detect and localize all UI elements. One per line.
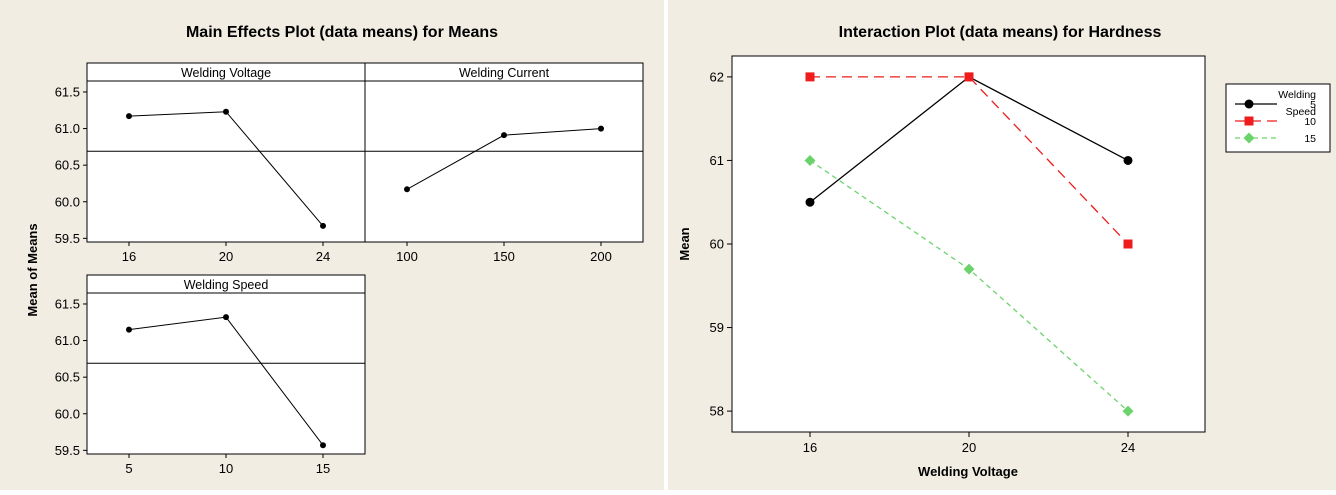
x-tick-label: 20 [219,249,233,264]
interaction-xlabel: Welding Voltage [918,464,1018,479]
series-line-10 [810,76,1129,245]
main-effects-panels: Welding Voltage 59.5 60.0 60.5 61.0 61.5 16 20 2… [55,62,644,476]
y-tick-label: 61.5 [55,296,80,311]
interaction-ylabel: Mean [677,227,692,260]
series-point-10 [964,72,974,82]
x-tick-label: 10 [219,461,233,476]
panel-title: Welding Speed [184,278,269,292]
y-tick-label: 59.5 [55,443,80,458]
y-tick-label: 60.5 [55,158,80,173]
x-tick-label: 15 [316,461,330,476]
y-tick-label: 60.5 [55,370,80,385]
effect-point [404,186,410,193]
legend-marker-5 [1244,99,1254,109]
effect-point [598,125,604,132]
y-tick-label: 60.0 [55,406,80,421]
legend-title-line1: Welding [1278,89,1316,101]
y-tick-label: 62 [710,69,724,84]
y-tick-label: 60 [710,237,724,252]
y-tick-label: 61.0 [55,333,80,348]
interaction-title: Interaction Plot (data means) for Hardne… [839,24,1162,41]
effect-point [501,132,507,139]
x-tick-label: 20 [962,440,976,455]
legend-entries: 5 10 15 [1235,99,1316,145]
legend-label-5: 5 [1310,99,1316,111]
panel-frame [364,62,644,243]
series-point-10 [1123,239,1133,249]
effect-point [223,314,229,321]
y-tick-label: 60.0 [55,194,80,209]
main-effects-chart: Main Effects Plot (data means) for Means… [0,0,664,490]
x-tick-label: 16 [803,440,817,455]
main-effects-ylabel: Mean of Means [25,223,40,316]
series-point-15 [804,154,816,166]
panel-frame [86,274,366,455]
panel-title: Welding Current [459,66,550,80]
interaction-plot-area [731,55,1206,433]
legend-label-15: 15 [1304,133,1316,145]
y-tick-label: 61 [710,153,724,168]
effect-point [320,442,326,449]
series-point-10 [805,72,815,82]
legend-label-10: 10 [1304,116,1316,128]
x-tick-label: 16 [122,249,136,264]
x-tick-label: 24 [316,249,330,264]
legend-box [1225,83,1331,153]
series-point-5 [805,197,815,207]
y-tick-label: 59 [710,320,724,335]
series-point-5 [1123,155,1133,165]
x-tick-label: 100 [396,249,418,264]
interaction-chart: Interaction Plot (data means) for Hardne… [668,0,1336,490]
main-effects-title: Main Effects Plot (data means) for Means [186,24,498,41]
effect-point [320,222,326,229]
legend-title-line2: Speed [1286,106,1317,118]
effect-point [126,326,132,333]
x-tick-label: 5 [125,461,132,476]
effect-point [223,108,229,115]
y-tick-label: 59.5 [55,231,80,246]
panel-frame [86,62,366,243]
x-tick-label: 24 [1121,440,1135,455]
interaction-marks: 58 59 60 61 62 16 20 24 [710,69,1136,455]
legend-marker-10 [1244,116,1254,126]
panel-title: Welding Voltage [181,66,271,80]
y-tick-label: 61.5 [55,84,80,99]
x-tick-label: 150 [493,249,515,264]
effect-point [126,113,132,120]
x-tick-label: 200 [590,249,612,264]
y-tick-label: 61.0 [55,121,80,136]
y-tick-label: 58 [710,404,724,419]
legend-marker-15 [1243,132,1255,144]
series-point-15 [1122,405,1134,417]
series-point-15 [963,263,975,275]
